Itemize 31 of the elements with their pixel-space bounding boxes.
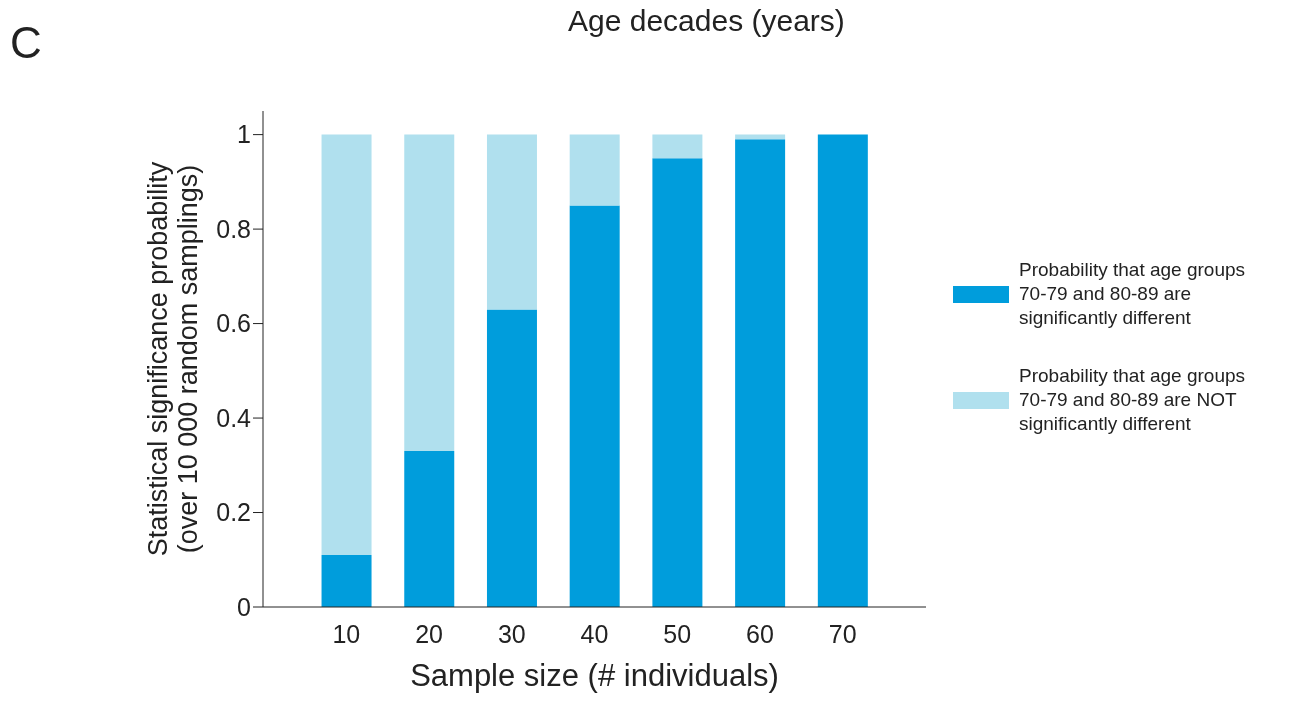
bar [321,555,372,607]
text: C [10,18,42,68]
x-tick-label: 40 [580,619,609,648]
x-tick-label: 60 [746,619,774,648]
bar [652,134,703,159]
y-tick-label: 0.4 [216,403,252,432]
x-tick-label: 30 [497,619,526,648]
y-tick-label: 0.6 [216,309,251,338]
bar [735,139,786,607]
x-tick-label: 50 [663,619,692,648]
y-tick-label: 0.2 [216,498,251,527]
legend-label: Probability that age groups 70-79 and 80-89 are NOT significantly different [1019,364,1247,436]
bar [817,134,868,607]
bar [569,205,620,607]
x-tick-label: 10 [332,619,361,648]
x-tick-label: 20 [415,619,443,648]
x-tick-label: 70 [828,619,857,648]
bar [404,451,455,607]
text: Age decades (years) [568,4,845,38]
y-tick-label: 1 [237,120,251,149]
bar [404,134,455,452]
bar [486,309,537,607]
bar [569,134,620,206]
bar [321,134,372,556]
x-axis-title: Sample size (# individuals) [410,658,779,693]
bar [652,158,703,607]
y-tick-label: 0.8 [216,214,251,243]
y-axis-title: Statistical significance probability (over 10 000 random samplings) [143,161,203,557]
bar [486,134,537,310]
y-tick-label: 0 [237,592,251,621]
legend-label: Probability that age groups 70-79 and 80-89 are significantly different [1019,258,1247,330]
